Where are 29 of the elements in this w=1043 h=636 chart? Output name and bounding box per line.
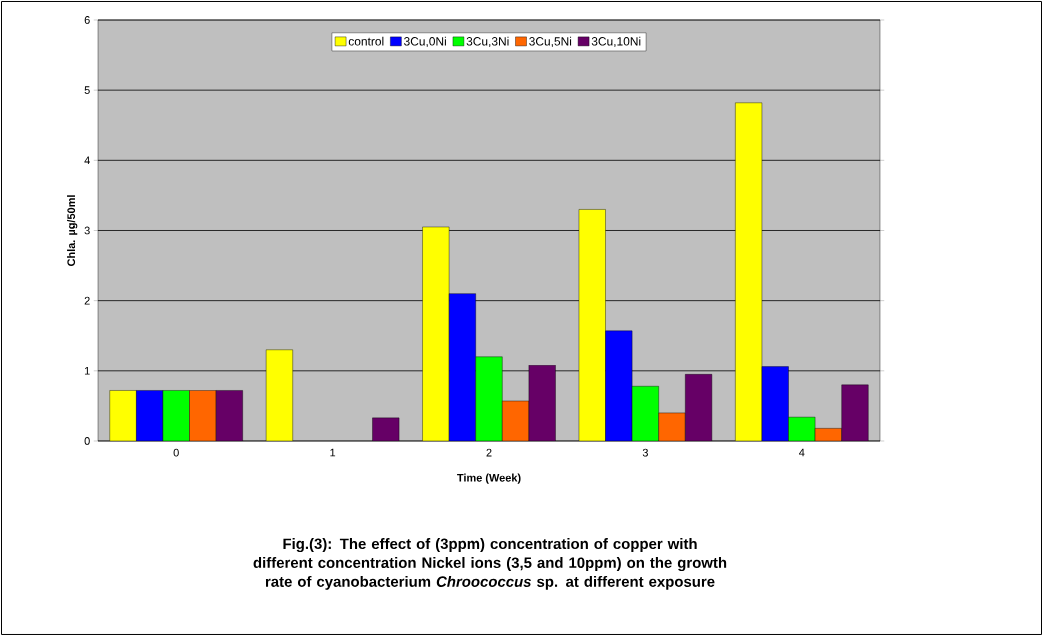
legend-label: 3Cu,5Ni	[529, 36, 572, 47]
bar	[528, 365, 556, 441]
bar	[735, 102, 763, 441]
y-tick-label: 6	[84, 16, 90, 24]
y-tick-label: 4	[84, 156, 90, 165]
bar	[109, 390, 137, 441]
text: Fig.(3): The effect of (3ppm) concentration of copper with different concentration Nickel ions (3,5 and 10ppm) on the growth rate of cyanobacterium Chroococcus sp. at different exposure	[253, 538, 727, 590]
y-tick-label: 3	[84, 226, 90, 235]
y-tick-label: 2	[84, 296, 90, 305]
x-tick-label: 0	[173, 448, 179, 457]
bar	[578, 209, 606, 441]
y-tick-label: 5	[84, 86, 90, 94]
bar	[265, 349, 293, 441]
x-tick-label: 2	[486, 448, 492, 457]
legend-label: control	[348, 36, 384, 46]
legend-label: 3Cu,3Ni	[466, 36, 509, 47]
x-tick-label: 1	[330, 448, 336, 457]
y-axis-title: Chla. µg/50ml	[67, 195, 78, 266]
y-tick-label: 0	[84, 437, 90, 445]
bar	[685, 374, 713, 441]
bar	[215, 390, 243, 441]
bar	[422, 226, 450, 441]
x-tick-label: 3	[642, 448, 648, 457]
legend-label: 3Cu,10Ni	[591, 36, 641, 47]
y-tick-label: 1	[84, 367, 90, 375]
legend-label: 3Cu,0Ni	[404, 36, 446, 47]
bar	[841, 384, 869, 441]
x-axis-title: Time (Week)	[457, 473, 521, 484]
x-tick-label: 4	[799, 448, 805, 457]
